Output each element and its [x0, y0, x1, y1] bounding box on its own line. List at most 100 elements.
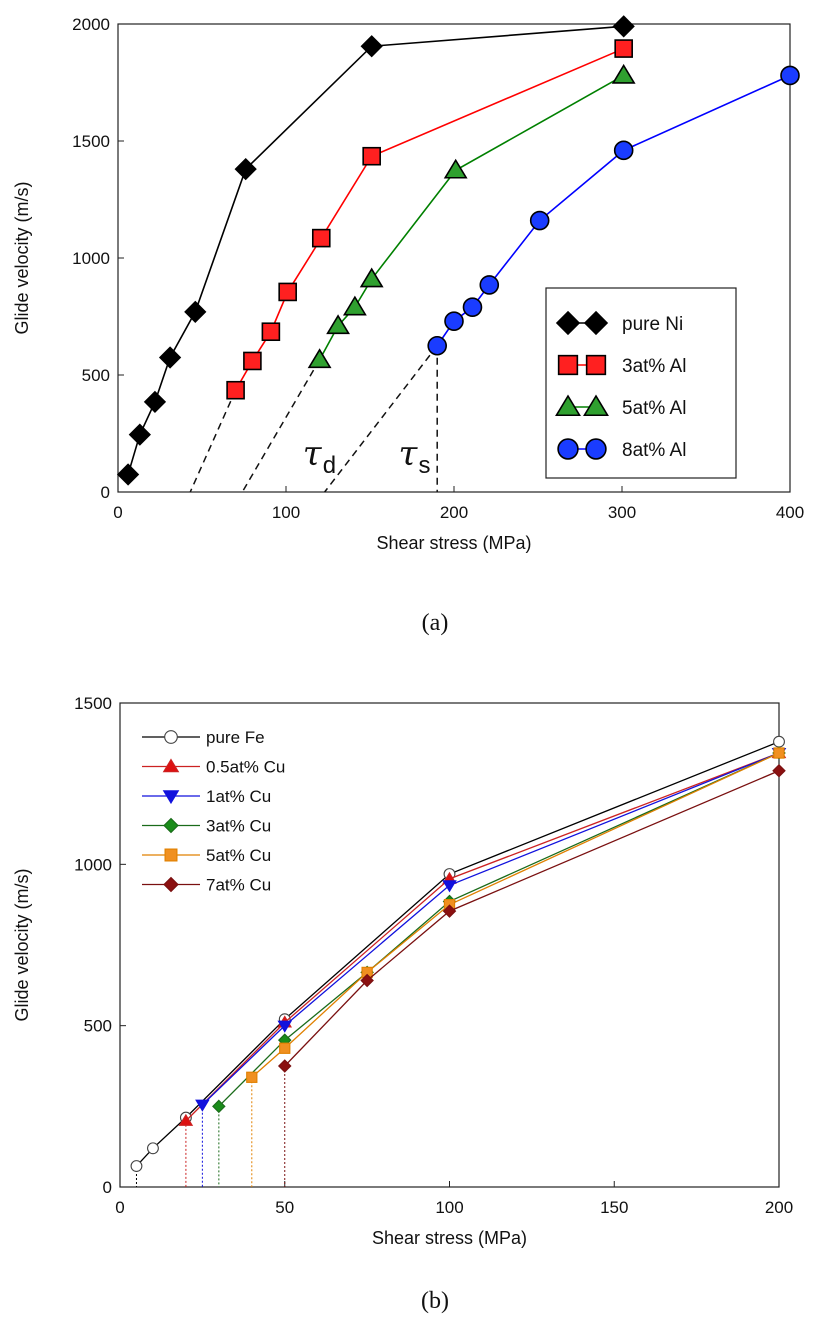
y-tick-label: 500 [84, 1017, 112, 1036]
legend-marker [163, 876, 179, 893]
tau-subscript: d [323, 452, 336, 479]
y-tick-label: 0 [103, 1178, 112, 1197]
data-point [342, 295, 367, 316]
data-point [226, 380, 245, 400]
legend-marker [555, 310, 581, 336]
data-point [234, 157, 257, 181]
legend-label: pure Fe [206, 728, 265, 747]
drop-lines [135, 1066, 286, 1187]
x-tick-label: 300 [608, 503, 636, 522]
data-point [529, 210, 550, 231]
x-axis-title: Shear stress (MPa) [376, 533, 531, 553]
x-tick-label: 200 [440, 503, 468, 522]
data-point [326, 314, 350, 335]
legend-label: 8at% Al [622, 440, 686, 461]
y-tick-label: 0 [101, 483, 110, 502]
x-tick-label: 50 [275, 1198, 294, 1217]
legend-label: 5at% Al [622, 398, 686, 419]
series-line [201, 752, 780, 1106]
legend-label: 7at% Cu [206, 876, 271, 895]
legend-label: 3at% Cu [206, 817, 271, 836]
x-tick-label: 400 [776, 503, 804, 522]
legend: pure Fe 0.5at% Cu 1at% Cu 3at% Cu 5at% Cu 7at… [142, 728, 285, 895]
series-1at-cu [195, 747, 787, 1112]
legend-label: pure Ni [622, 314, 683, 335]
data-point [279, 1042, 291, 1054]
data-point [613, 140, 634, 161]
legend-marker [583, 394, 609, 417]
extrapolation-line [241, 359, 321, 493]
data-point [427, 335, 448, 356]
legend-label: 3at% Al [622, 356, 686, 377]
legend-marker [557, 438, 579, 460]
data-point [360, 35, 383, 58]
legend-marker [583, 310, 609, 336]
data-series [130, 735, 787, 1172]
data-point [147, 1142, 159, 1155]
data-point [773, 735, 785, 748]
panel-caption: (a) [422, 610, 449, 636]
x-tick-label: 100 [272, 503, 300, 522]
data-series [116, 15, 800, 486]
data-point [261, 322, 281, 342]
y-tick-label: 2000 [72, 15, 110, 34]
data-point [243, 351, 262, 371]
legend-marker [585, 438, 607, 460]
legend-marker [162, 758, 180, 773]
data-point [277, 1020, 293, 1033]
data-point [772, 763, 786, 778]
y-tick-label: 1500 [74, 694, 112, 713]
legend-marker [163, 817, 179, 834]
data-point [116, 463, 140, 486]
y-tick-label: 1000 [72, 249, 110, 268]
data-point [780, 65, 800, 86]
data-point [444, 311, 464, 331]
legend-marker [557, 354, 579, 376]
data-point [612, 15, 635, 38]
series-line [251, 752, 780, 1078]
tau-symbol: τ [303, 434, 323, 474]
data-point [773, 747, 785, 759]
series-5at-al [307, 63, 636, 369]
data-point [614, 39, 633, 58]
series-3at-al [226, 39, 633, 400]
data-point [362, 146, 381, 166]
data-point [442, 880, 457, 893]
extrapolation-line [324, 345, 438, 493]
x-tick-label: 150 [600, 1198, 628, 1217]
series-line [185, 752, 780, 1122]
y-tick-label: 1000 [74, 855, 112, 874]
panel-caption: (b) [421, 1288, 449, 1314]
y-axis-title: Glide velocity (m/s) [12, 181, 32, 334]
x-tick-label: 100 [435, 1198, 463, 1217]
series-3at-cu [212, 746, 786, 1114]
tau-subscript: s [419, 452, 431, 479]
legend-marker [555, 394, 581, 417]
data-point [143, 390, 167, 414]
axis-ticks: 0 100 200 300 400 0 500 1000 1500 2000 [72, 15, 804, 522]
data-point [611, 63, 636, 84]
extrapolation-lines [189, 345, 438, 493]
series-pure-ni [116, 15, 635, 486]
data-point [462, 297, 483, 317]
legend-marker [164, 848, 178, 862]
data-point [307, 348, 332, 369]
data-point [178, 1113, 194, 1126]
data-point [443, 158, 468, 179]
data-point [311, 228, 331, 248]
legend-label: 5at% Cu [206, 846, 271, 865]
data-point [278, 282, 297, 302]
extrapolation-line [189, 389, 237, 493]
legend-marker [162, 790, 180, 805]
data-point [158, 346, 182, 369]
x-tick-label: 0 [115, 1198, 124, 1217]
x-tick-label: 0 [113, 503, 122, 522]
data-point [442, 904, 457, 918]
data-point [212, 1099, 226, 1114]
data-point [360, 973, 374, 988]
data-point [359, 267, 384, 288]
data-point [195, 1099, 210, 1112]
